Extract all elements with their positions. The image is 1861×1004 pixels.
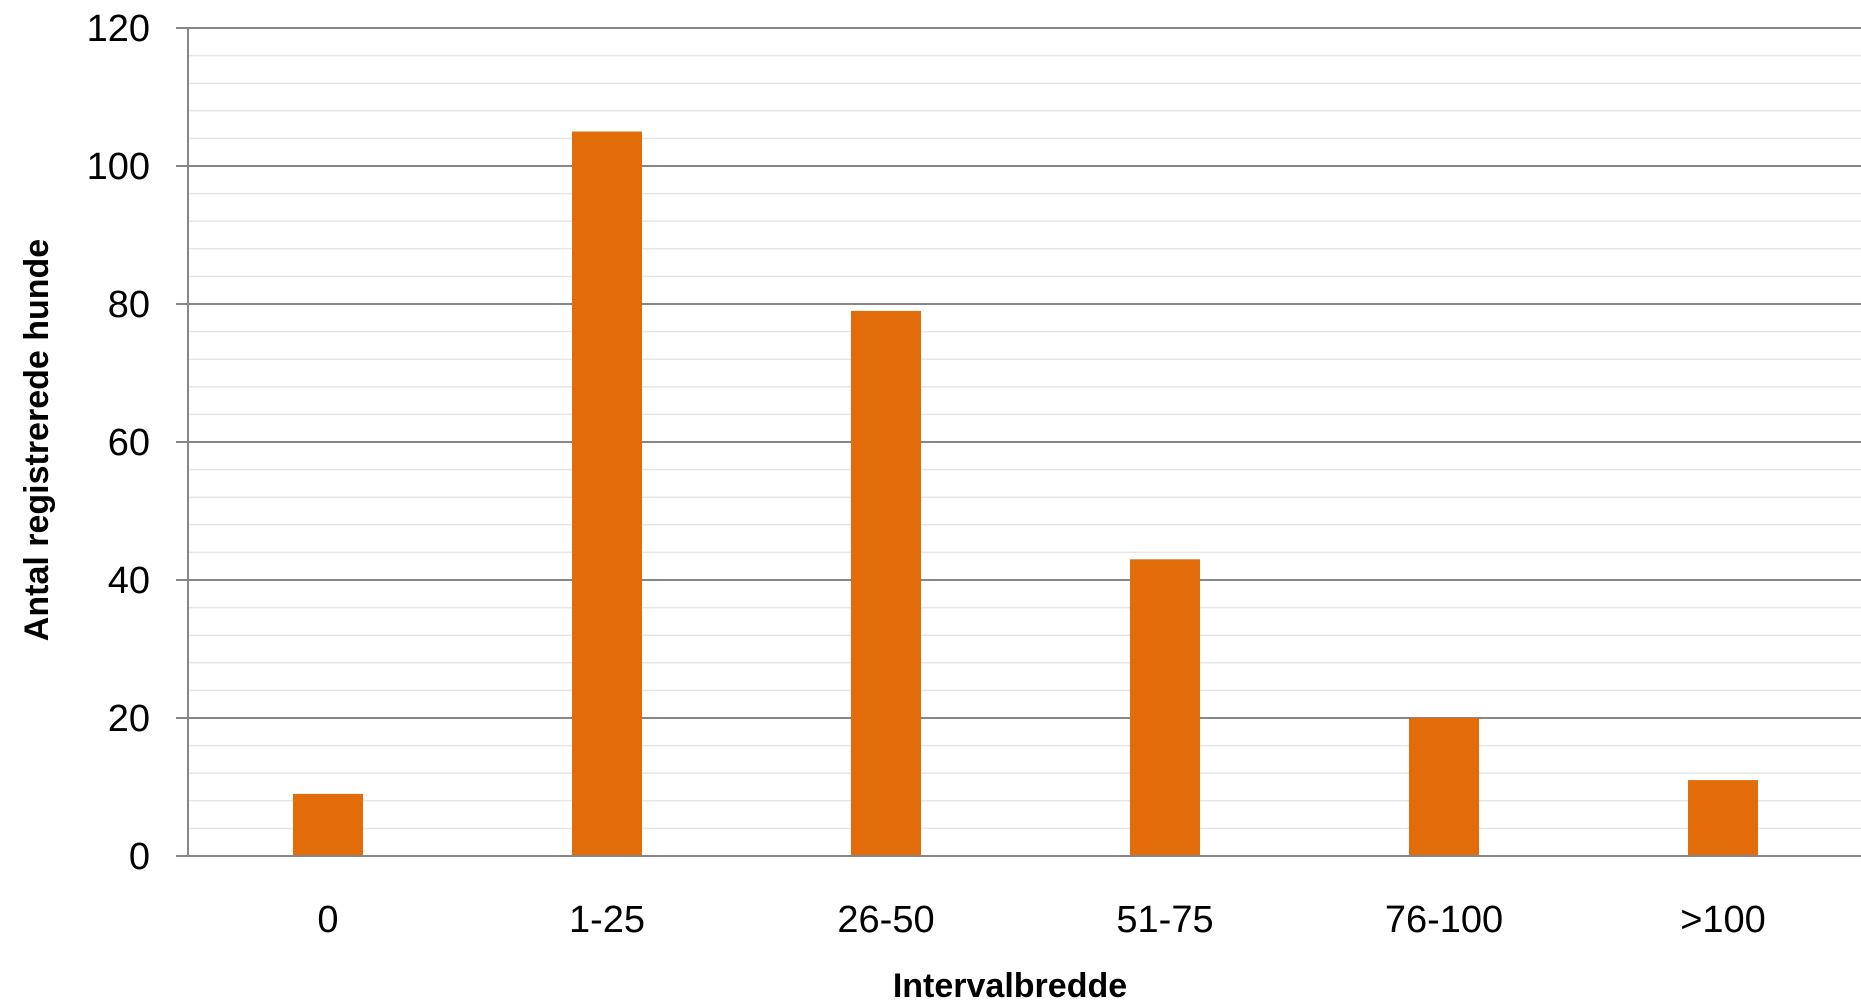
bar (1409, 718, 1479, 856)
x-axis-ticks: 0 1-25 26-50 51-75 76-100 >100 (317, 899, 1765, 941)
x-tick-label: 76-100 (1385, 899, 1503, 941)
y-tick-label: 80 (108, 284, 150, 326)
minor-gridlines (188, 54, 1861, 830)
bars (293, 131, 1758, 856)
y-tick-label: 0 (129, 836, 150, 878)
y-tick-label: 40 (108, 560, 150, 602)
x-tick-label: >100 (1680, 899, 1766, 941)
y-axis-ticks: 0 20 40 60 80 100 120 (87, 8, 188, 878)
bar (572, 131, 642, 856)
x-tick-label: 1-25 (569, 899, 645, 941)
y-tick-label: 20 (108, 698, 150, 740)
y-axis-title: Antal registrerede hunde (18, 239, 56, 641)
bar (1688, 780, 1758, 856)
x-tick-label: 0 (317, 899, 338, 941)
y-tick-label: 100 (87, 146, 150, 188)
y-tick-label: 120 (87, 8, 150, 50)
x-axis-title: Intervalbredde (893, 967, 1127, 1004)
bar (1130, 559, 1200, 856)
bar (851, 310, 921, 856)
x-tick-label: 26-50 (837, 899, 934, 941)
bar (293, 793, 363, 856)
y-tick-label: 60 (108, 422, 150, 464)
x-tick-label: 51-75 (1116, 899, 1213, 941)
major-gridlines (188, 27, 1861, 719)
